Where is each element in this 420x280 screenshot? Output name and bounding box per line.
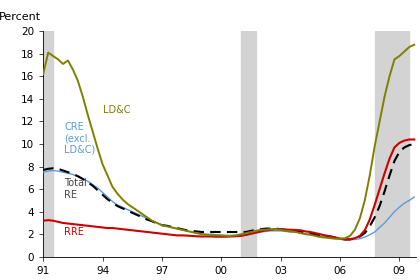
Bar xyxy=(375,31,410,257)
Bar xyxy=(241,31,256,257)
Text: RRE: RRE xyxy=(64,227,84,237)
Text: LD&C: LD&C xyxy=(102,105,130,115)
Text: Percent: Percent xyxy=(0,12,41,22)
Bar xyxy=(43,31,53,257)
Text: CRE
(excl.
LD&C): CRE (excl. LD&C) xyxy=(64,122,95,155)
Text: Total
RE: Total RE xyxy=(64,178,87,200)
